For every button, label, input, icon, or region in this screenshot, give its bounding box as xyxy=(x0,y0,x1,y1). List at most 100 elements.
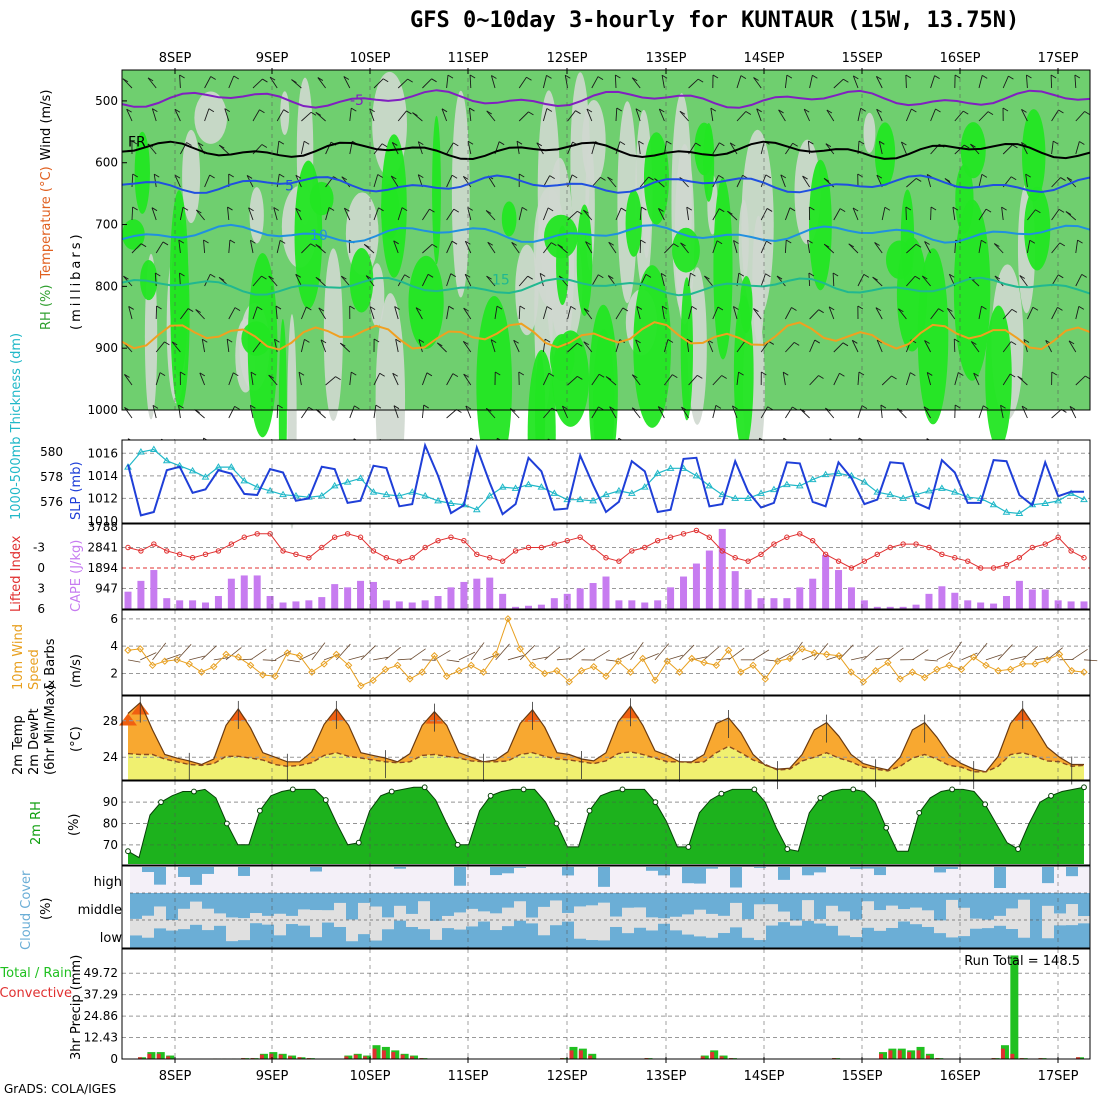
cloud-mid-block xyxy=(778,893,790,912)
slp-tick-label: 1010 xyxy=(87,514,118,528)
cape-bar xyxy=(473,578,481,609)
wind-barb-flag xyxy=(910,372,916,376)
wind10-barb xyxy=(360,645,376,661)
lifted-index-point xyxy=(344,531,351,537)
wind-barb xyxy=(970,341,980,353)
wind-barb-flag xyxy=(233,75,240,80)
wind-barb-flag xyxy=(186,142,192,146)
lifted-index-point xyxy=(797,531,803,537)
wind-barb-flag xyxy=(577,210,583,215)
cape-bar xyxy=(783,598,791,609)
wind-barb-flag xyxy=(823,177,830,182)
wind10-barb xyxy=(287,659,300,663)
thickness-point xyxy=(873,488,882,495)
wind-barb xyxy=(543,242,552,254)
wind10-barb xyxy=(201,645,217,661)
wind-barb xyxy=(436,342,447,353)
wind-barb xyxy=(1074,75,1077,89)
lifted-index-point xyxy=(487,555,493,561)
wind-barb-flag xyxy=(487,241,493,246)
cloud-low-block xyxy=(910,924,922,948)
wind-barb xyxy=(993,243,1004,254)
cape-tick-label: 947 xyxy=(95,582,118,596)
lifted-index-point xyxy=(1003,561,1010,568)
cloud-mid-block xyxy=(166,893,178,920)
lifted-tick-label: 0 xyxy=(37,561,45,575)
cloud-low-block xyxy=(778,922,790,948)
wind-barb xyxy=(930,308,939,320)
lifted-index-point xyxy=(913,541,919,547)
cloud-mid-block xyxy=(1006,893,1018,909)
cape-bar xyxy=(912,604,920,609)
rh-dry-patch xyxy=(249,187,264,244)
cloud-mid-block xyxy=(598,893,610,903)
wind-barb xyxy=(658,208,665,221)
cloud-low-block xyxy=(538,935,550,948)
wind-barb xyxy=(785,307,792,320)
isotherm-label: 15 xyxy=(492,272,510,288)
wind-barb xyxy=(657,406,665,419)
wind10-point xyxy=(590,662,598,671)
lifted-index-point xyxy=(241,534,247,540)
thickness-point xyxy=(860,478,869,485)
lifted-index-point xyxy=(370,548,377,554)
wind-barb-flag xyxy=(132,206,138,211)
wind-barb-flag xyxy=(1059,242,1065,247)
wind10-point xyxy=(344,661,353,670)
wind-barb xyxy=(736,175,743,188)
rh2m-point xyxy=(916,809,923,816)
wind10-point xyxy=(933,665,941,674)
cape-bar xyxy=(705,550,713,609)
cape-bar xyxy=(279,602,287,609)
cloud-low-block xyxy=(826,925,838,948)
lifted-index-point xyxy=(719,548,725,554)
precip-conv-bar xyxy=(372,1048,377,1059)
wind-barb-flag xyxy=(717,306,724,311)
temp-ylabel: 2m Temp 2m DewPt (6hr Min/Max) xyxy=(11,685,58,775)
wind-barb xyxy=(1075,306,1080,320)
cape-bar xyxy=(964,600,972,609)
isotherm-10 xyxy=(121,223,1091,244)
wind-barb xyxy=(809,375,819,386)
pressure-tick-label: 500 xyxy=(95,94,118,108)
wind-barb xyxy=(422,244,433,254)
wind-barb xyxy=(1002,309,1013,320)
precip-total-bar xyxy=(1010,955,1019,1059)
wind-barb xyxy=(635,339,641,353)
wind10-point xyxy=(1080,668,1088,676)
wind-barb xyxy=(561,405,569,419)
cloud-mid-block xyxy=(286,893,298,916)
wind-barb xyxy=(631,374,641,386)
cloud-high-block xyxy=(514,867,526,868)
wind-barb-flag xyxy=(427,273,434,278)
cape-bar xyxy=(951,592,959,609)
precip-conv-bar xyxy=(288,1056,293,1059)
cloud-low-block xyxy=(382,929,394,948)
wind10-point xyxy=(688,654,696,663)
cloud-mid-block xyxy=(1042,893,1054,906)
slp-line xyxy=(127,442,1084,517)
cape-bar xyxy=(847,587,855,609)
cloud-low-block xyxy=(346,941,358,948)
wind-barb xyxy=(397,207,403,221)
cloud-mid-block xyxy=(214,893,226,914)
ylabel-part: Wind (m/s) xyxy=(39,90,54,161)
wind-barb-flag xyxy=(738,371,744,376)
rh2m-tick-label: 80 xyxy=(103,817,118,831)
slp-ylabel-text: SLP (mb) xyxy=(69,461,84,520)
wind-barb xyxy=(661,75,665,89)
wind-barb-flag xyxy=(981,239,987,244)
wind-barb xyxy=(778,109,786,122)
wind10-point xyxy=(124,646,132,654)
thickness-point xyxy=(227,463,236,470)
wind-barb xyxy=(252,275,262,287)
pressure-tick-label: 1000 xyxy=(87,403,118,417)
wind-barb-flag xyxy=(273,207,279,211)
rh2m-point xyxy=(586,807,593,814)
wind-barb-flag xyxy=(498,141,505,146)
temp-ylabel-line: 2m Temp xyxy=(11,715,26,775)
wind-barb-flag xyxy=(1009,373,1016,378)
isotherm-20 xyxy=(121,321,1091,351)
cape-ylabel: CAPE (J/kg) xyxy=(69,540,84,612)
rh2m-point xyxy=(850,786,857,793)
